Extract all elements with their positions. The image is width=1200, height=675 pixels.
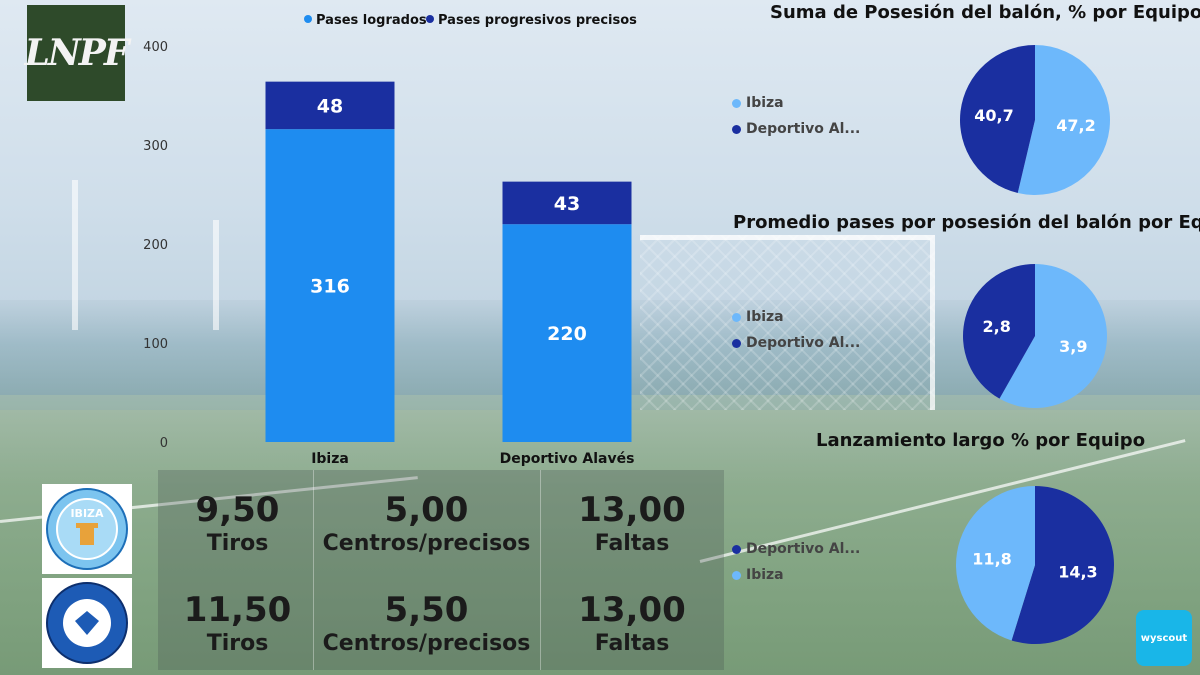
alaves-badge bbox=[42, 578, 132, 668]
bar-segment[interactable] bbox=[502, 181, 632, 225]
ibiza-badge: IBIZA bbox=[42, 484, 132, 574]
y-tick-label: 0 bbox=[160, 436, 168, 451]
bar-data-label: 43 bbox=[554, 193, 580, 215]
legend-dot bbox=[426, 15, 434, 23]
legend-dot bbox=[732, 124, 741, 134]
pie-data-label: 11,8 bbox=[972, 549, 1011, 568]
y-tick-label: 200 bbox=[143, 238, 168, 253]
legend-label: Deportivo Al... bbox=[746, 335, 861, 351]
legend-label: Ibiza bbox=[746, 309, 784, 325]
pie-data-label: 40,7 bbox=[974, 106, 1013, 125]
alaves-centros-label: Centros/precisos bbox=[322, 631, 531, 656]
pie-data-label: 2,8 bbox=[983, 317, 1011, 336]
legend-dot bbox=[732, 570, 741, 580]
alaves-tiros-label: Tiros bbox=[206, 631, 269, 656]
stats-divider bbox=[313, 470, 314, 670]
alaves-tiros-value: 11,50 bbox=[183, 590, 292, 630]
pie-slice[interactable] bbox=[1017, 45, 1110, 196]
stats-divider bbox=[540, 470, 541, 670]
pie-pases: 3,9 2,8 bbox=[963, 264, 1107, 408]
pie-lanzamiento: 14,3 11,8 bbox=[956, 486, 1114, 644]
ibiza-centros-value: 5,00 bbox=[384, 490, 469, 530]
pie-posesion-legend[interactable]: Ibiza Deportivo Al... bbox=[732, 90, 860, 142]
pie-slice[interactable] bbox=[960, 45, 1035, 193]
legend-label: Ibiza bbox=[746, 567, 784, 583]
y-tick-label: 400 bbox=[143, 40, 168, 55]
pie-slice[interactable] bbox=[999, 264, 1107, 408]
pie-pases-title: Promedio pases por posesión del balón po… bbox=[733, 212, 1200, 233]
legend-item[interactable]: Ibiza bbox=[732, 562, 860, 588]
floodlight-tower bbox=[213, 220, 219, 330]
lnpf-logo: LNPF bbox=[24, 5, 130, 101]
pie-lanzamiento-legend[interactable]: Deportivo Al... Ibiza bbox=[732, 536, 860, 588]
bar-data-label: 48 bbox=[317, 95, 343, 117]
pie-slice[interactable] bbox=[963, 264, 1035, 399]
pie-data-label: 47,2 bbox=[1056, 116, 1095, 135]
ibiza-centros-label: Centros/precisos bbox=[322, 531, 531, 556]
stacked-bar-chart: 0 100 200 300 400 Pases logrados Pases progres… bbox=[143, 13, 637, 467]
legend-label: Ibiza bbox=[746, 95, 784, 111]
pie-slice[interactable] bbox=[956, 486, 1035, 641]
y-tick-label: 300 bbox=[143, 139, 168, 154]
legend-dot bbox=[732, 98, 741, 108]
y-tick-label: 100 bbox=[143, 337, 168, 352]
pie-data-label: 14,3 bbox=[1058, 563, 1097, 582]
legend-item[interactable]: Ibiza bbox=[732, 304, 860, 330]
legend-label[interactable]: Pases progresivos precisos bbox=[438, 13, 637, 28]
bar-segment[interactable] bbox=[265, 129, 395, 442]
ibiza-badge-text: IBIZA bbox=[70, 507, 104, 520]
pie-pases-legend[interactable]: Ibiza Deportivo Al... bbox=[732, 304, 860, 356]
ibiza-faltas-value: 13,00 bbox=[578, 490, 686, 530]
x-tick-label: Deportivo Alavés bbox=[500, 451, 635, 467]
ibiza-crest-icon: IBIZA bbox=[46, 488, 128, 570]
pie-slice[interactable] bbox=[1011, 486, 1114, 644]
x-tick-label: Ibiza bbox=[311, 451, 349, 467]
wyscout-logo-text: wyscout bbox=[1140, 632, 1188, 644]
lnpf-logo-text: LNPF bbox=[24, 32, 130, 74]
legend-label: Deportivo Al... bbox=[746, 121, 861, 137]
background-goal-net bbox=[640, 235, 935, 410]
ibiza-tiros-value: 9,50 bbox=[195, 490, 280, 530]
ibiza-centros-stat: 5,00 Centros/precisos bbox=[313, 490, 540, 558]
legend-label[interactable]: Pases logrados bbox=[316, 13, 427, 28]
legend-dot bbox=[304, 15, 312, 23]
ibiza-faltas-label: Faltas bbox=[594, 531, 670, 556]
legend-item[interactable]: Ibiza bbox=[732, 90, 860, 116]
alaves-faltas-stat: 13,00 Faltas bbox=[540, 590, 724, 658]
bar-segment[interactable] bbox=[265, 81, 395, 130]
alaves-crest-icon bbox=[46, 582, 128, 664]
legend-dot bbox=[732, 338, 741, 348]
ibiza-tiros-label: Tiros bbox=[206, 531, 269, 556]
alaves-faltas-label: Faltas bbox=[594, 631, 670, 656]
bar-segment[interactable] bbox=[502, 224, 632, 442]
legend-item[interactable]: Deportivo Al... bbox=[732, 116, 860, 142]
alaves-faltas-value: 13,00 bbox=[578, 590, 686, 630]
pie-posesion-title: Suma de Posesión del balón, % por Equipo bbox=[770, 2, 1200, 23]
pie-data-label: 3,9 bbox=[1059, 337, 1087, 356]
alaves-centros-value: 5,50 bbox=[384, 590, 469, 630]
legend-label: Deportivo Al... bbox=[746, 541, 861, 557]
stats-panel bbox=[158, 470, 724, 670]
ibiza-faltas-stat: 13,00 Faltas bbox=[540, 490, 724, 558]
legend-dot bbox=[732, 312, 741, 322]
bar-data-label: 316 bbox=[310, 276, 350, 298]
legend-item[interactable]: Deportivo Al... bbox=[732, 536, 860, 562]
legend-dot bbox=[732, 544, 741, 554]
bar-data-label: 220 bbox=[547, 323, 587, 345]
alaves-centros-stat: 5,50 Centros/precisos bbox=[313, 590, 540, 658]
legend-item[interactable]: Deportivo Al... bbox=[732, 330, 860, 356]
ibiza-tiros-stat: 9,50 Tiros bbox=[160, 490, 315, 558]
alaves-tiros-stat: 11,50 Tiros bbox=[160, 590, 315, 658]
pie-posesion: 47,2 40,7 bbox=[960, 45, 1110, 196]
pie-lanzamiento-title: Lanzamiento largo % por Equipo bbox=[816, 430, 1146, 451]
floodlight-tower bbox=[72, 180, 78, 330]
wyscout-logo: wyscout bbox=[1136, 610, 1192, 666]
